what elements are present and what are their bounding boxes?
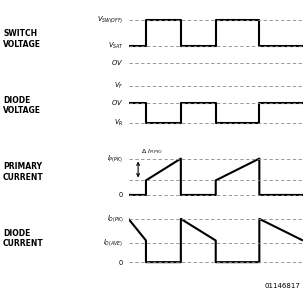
Text: $0$: $0$	[118, 258, 123, 267]
Text: CURRENT: CURRENT	[3, 239, 44, 248]
Text: PRIMARY: PRIMARY	[3, 162, 42, 171]
Text: $\Delta\ I_{P(PK)}$: $\Delta\ I_{P(PK)}$	[141, 147, 162, 156]
Text: $V_F$: $V_F$	[114, 81, 123, 91]
Text: $V_{SW(OFF)}$: $V_{SW(OFF)}$	[97, 14, 123, 25]
Text: VOLTAGE: VOLTAGE	[3, 40, 41, 49]
Text: DIODE: DIODE	[3, 229, 30, 238]
Text: DIODE: DIODE	[3, 96, 30, 105]
Text: SWITCH: SWITCH	[3, 29, 37, 38]
Text: $V_{SAT}$: $V_{SAT}$	[107, 41, 123, 51]
Text: $V_R$: $V_R$	[114, 118, 123, 128]
Text: $I_{D(PK)}$: $I_{D(PK)}$	[107, 213, 123, 224]
Text: CURRENT: CURRENT	[3, 173, 44, 182]
Text: 01146817: 01146817	[264, 283, 300, 289]
Text: $OV$: $OV$	[111, 98, 123, 107]
Text: VOLTAGE: VOLTAGE	[3, 106, 41, 115]
Text: $I_{D(AVE)}$: $I_{D(AVE)}$	[103, 237, 123, 248]
Text: $I_{P(PK)}$: $I_{P(PK)}$	[107, 153, 123, 164]
Text: $OV$: $OV$	[111, 58, 123, 67]
Text: $0$: $0$	[118, 190, 123, 199]
